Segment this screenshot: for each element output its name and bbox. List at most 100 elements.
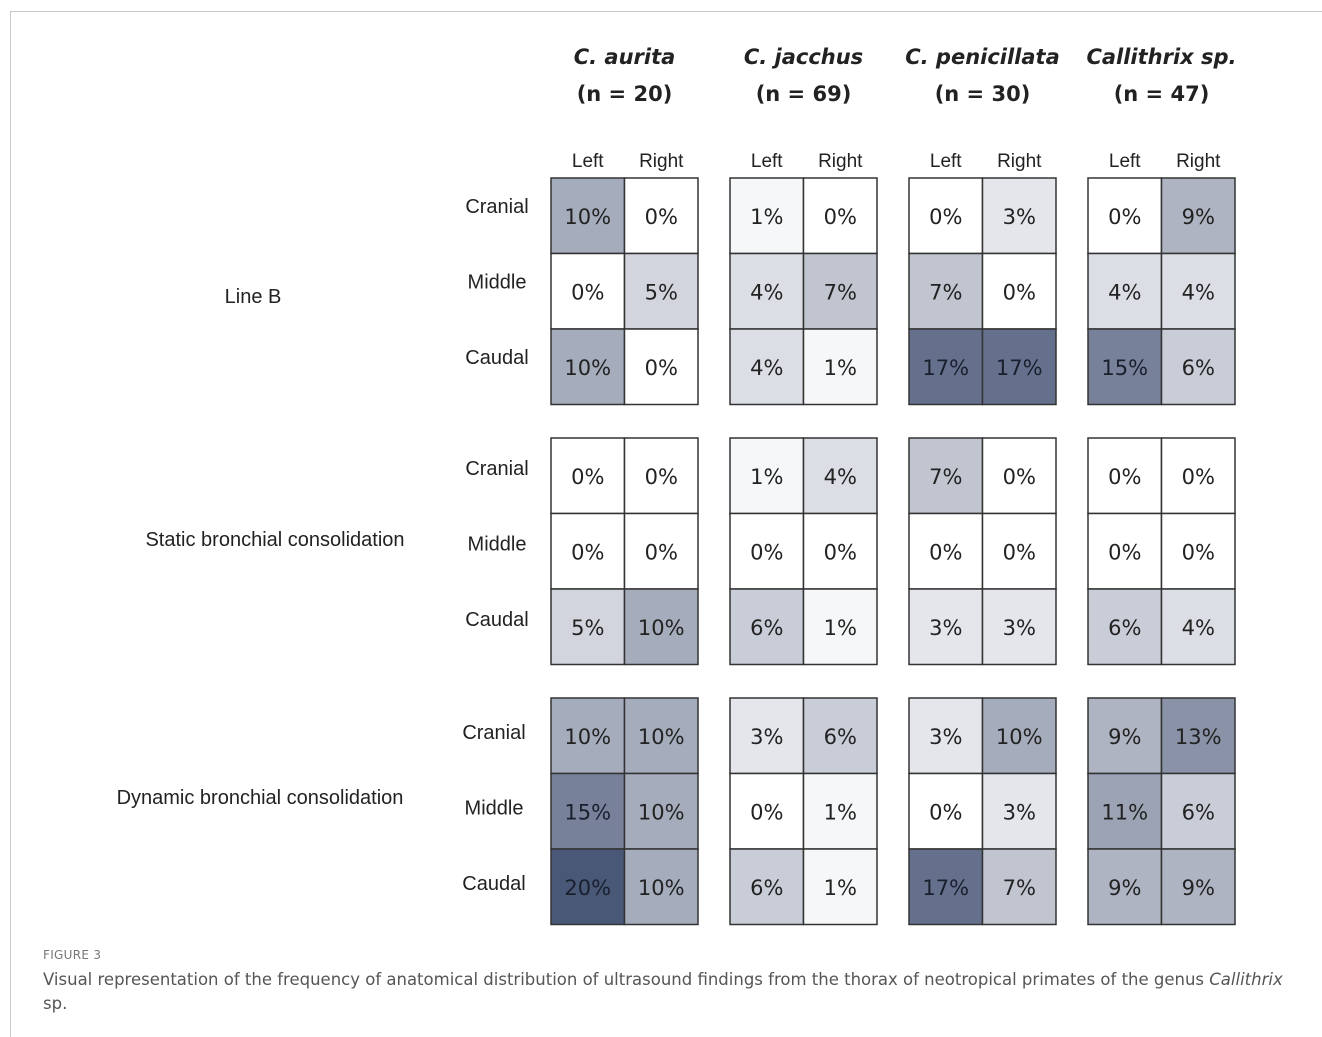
region-label-1-2: Caudal [465,609,528,631]
group-n-1: (n = 69) [756,82,852,106]
cell-value-2-1-0-1: 6% [824,725,857,749]
cell-value-0-1-0-0: 1% [750,205,783,229]
heatmap-cell-0-0-1-1 [623,252,699,330]
cell-value-2-0-2-0: 20% [564,876,611,900]
heatmap-cell-0-3-1-1 [1160,252,1236,330]
cell-value-1-0-2-1: 10% [638,616,685,640]
heatmap-cell-0-3-2-1 [1160,328,1236,406]
figure-caption: Visual representation of the frequency o… [43,968,1303,1016]
cell-value-1-3-0-1: 0% [1182,465,1215,489]
heatmap-cell-0-1-1-1 [802,252,878,330]
cell-value-1-1-1-0: 0% [750,540,783,564]
caption-text-after: sp. [43,994,68,1013]
cell-value-2-0-1-0: 15% [564,800,611,824]
heatmap-cell-2-1-0-0 [729,697,805,775]
heatmap-cell-2-0-0-0 [550,697,626,775]
cell-value-2-3-0-0: 9% [1108,725,1141,749]
cell-value-1-1-0-0: 1% [750,465,783,489]
heatmap-cell-1-2-2-1 [981,588,1057,666]
heatmap-cell-2-3-0-1 [1160,697,1236,775]
heatmap-cell-2-2-0-1 [981,697,1057,775]
side-label-0-1: Right [639,151,684,172]
cell-value-2-2-2-1: 7% [1003,876,1036,900]
heatmap-cell-1-0-1-1 [623,512,699,590]
cell-value-1-1-2-0: 6% [750,616,783,640]
cell-value-0-0-2-0: 10% [564,356,611,380]
side-label-3-0: Left [1109,151,1141,172]
cell-value-1-2-0-1: 0% [1003,465,1036,489]
heatmap-cell-0-3-2-0 [1087,328,1163,406]
cell-value-2-0-0-0: 10% [564,725,611,749]
cell-value-0-0-2-1: 0% [645,356,678,380]
heatmap-cell-1-1-2-1 [802,588,878,666]
cell-value-0-1-2-0: 4% [750,356,783,380]
cell-value-2-2-1-0: 0% [929,800,962,824]
heatmap-figure: C. aurita (n = 20) Left Right C. jacchus (n =… [117,45,1237,926]
heatmap-cell-0-2-1-1 [981,252,1057,330]
finding-label-2: Dynamic bronchial consolidation [117,787,404,809]
heatmap-cell-1-3-0-1 [1160,437,1236,515]
cell-value-2-2-0-0: 3% [929,725,962,749]
cell-value-0-0-1-0: 0% [571,280,604,304]
heatmap-cell-1-3-1-1 [1160,512,1236,590]
cell-value-0-0-0-0: 10% [564,205,611,229]
heatmap-cell-1-1-0-1 [802,437,878,515]
finding-label-0: Line B [225,286,282,308]
heatmap-cell-2-3-1-1 [1160,772,1236,850]
heatmap-cell-2-1-1-1 [802,772,878,850]
heatmap-cell-0-2-2-0 [908,328,984,406]
side-label-2-0: Left [930,151,962,172]
frame-left-border [10,11,11,1037]
group-name-2: C. penicillata [905,45,1060,69]
cell-value-2-1-1-0: 0% [750,800,783,824]
cell-value-0-3-0-0: 0% [1108,205,1141,229]
side-label-3-1: Right [1176,151,1221,172]
cell-value-2-2-1-1: 3% [1003,800,1036,824]
cell-value-2-3-1-0: 11% [1101,800,1148,824]
heatmap-cell-2-0-2-0 [550,848,626,926]
heatmap-cell-0-2-2-1 [981,328,1057,406]
group-name-0: C. aurita [574,45,676,69]
frame-top-border [10,11,1322,12]
cell-value-2-1-0-0: 3% [750,725,783,749]
cell-value-1-3-1-1: 0% [1182,540,1215,564]
heatmap-cell-1-3-0-0 [1087,437,1163,515]
caption-text-italic: Callithrix [1209,970,1283,989]
cell-value-2-2-0-1: 10% [996,725,1043,749]
heatmap-cell-0-2-0-1 [981,177,1057,255]
heatmap-cell-0-0-0-1 [623,177,699,255]
group-n-3: (n = 47) [1114,82,1210,106]
region-label-2-1: Middle [465,798,524,820]
cell-value-1-2-1-0: 0% [929,540,962,564]
heatmap-cell-1-1-2-0 [729,588,805,666]
cell-value-0-1-1-1: 7% [824,280,857,304]
cell-value-1-0-0-0: 0% [571,465,604,489]
cell-value-2-3-0-1: 13% [1175,725,1222,749]
heatmap-cell-2-2-2-1 [981,848,1057,926]
cell-value-1-2-0-0: 7% [929,465,962,489]
cell-value-0-2-0-1: 3% [1003,205,1036,229]
cell-value-0-2-1-0: 7% [929,280,962,304]
group-name-1: C. jacchus [744,45,863,69]
heatmap-cell-2-1-0-1 [802,697,878,775]
side-label-1-1: Right [818,151,863,172]
cell-value-0-1-1-0: 4% [750,280,783,304]
cell-value-2-3-1-1: 6% [1182,800,1215,824]
heatmap-cell-2-0-0-1 [623,697,699,775]
heatmap-cell-1-3-2-1 [1160,588,1236,666]
cell-value-0-1-2-1: 1% [824,356,857,380]
heatmap-cell-2-3-0-0 [1087,697,1163,775]
cell-value-2-1-1-1: 1% [824,800,857,824]
heatmap-cell-0-1-0-1 [802,177,878,255]
cell-value-0-2-2-1: 17% [996,356,1043,380]
cell-value-0-3-0-1: 9% [1182,205,1215,229]
region-label-0-2: Caudal [465,347,528,369]
cell-value-0-0-0-1: 0% [645,205,678,229]
group-n-2: (n = 30) [935,82,1031,106]
heatmap-cell-1-1-0-0 [729,437,805,515]
cell-value-2-1-2-1: 1% [824,876,857,900]
cell-value-0-1-0-1: 0% [824,205,857,229]
side-label-2-1: Right [997,151,1042,172]
cell-value-0-3-2-1: 6% [1182,356,1215,380]
heatmap-cell-2-3-2-1 [1160,848,1236,926]
